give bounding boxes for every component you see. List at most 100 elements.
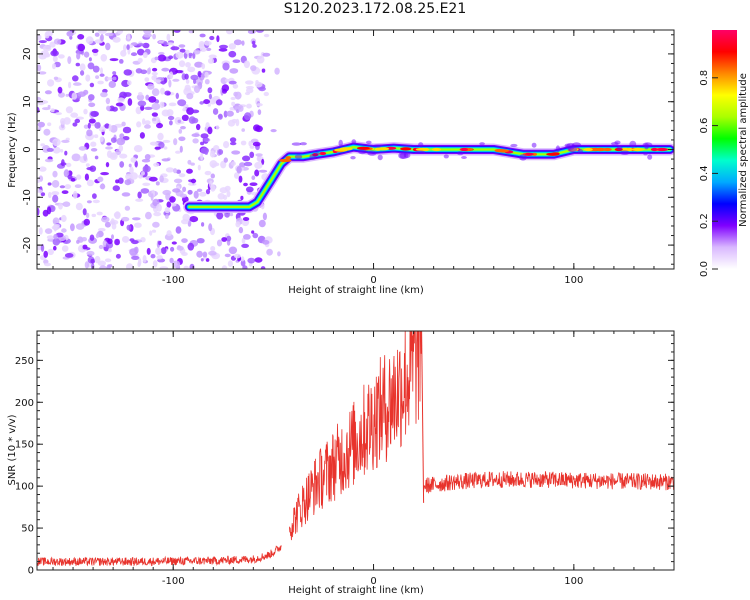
colorbar-tick-label: 0.6 bbox=[699, 118, 710, 134]
noise-blob bbox=[52, 138, 61, 147]
noise-blob bbox=[234, 172, 240, 179]
noise-blob bbox=[40, 243, 45, 252]
noise-blob bbox=[109, 219, 119, 225]
noise-blob bbox=[169, 71, 174, 80]
noise-blob bbox=[54, 224, 60, 228]
ridge-hotspot bbox=[626, 147, 633, 152]
colorbar-tick-label: 0.8 bbox=[699, 70, 710, 86]
noise-blob bbox=[40, 143, 45, 147]
noise-blob bbox=[168, 55, 174, 60]
ridge-halo bbox=[620, 150, 630, 155]
noise-blob bbox=[88, 94, 95, 101]
noise-blob bbox=[91, 48, 99, 54]
noise-blob bbox=[108, 248, 112, 253]
ridge-halo bbox=[644, 143, 649, 150]
noise-blob bbox=[100, 34, 104, 42]
noise-blob bbox=[236, 166, 242, 174]
noise-blob bbox=[224, 78, 230, 83]
noise-blob bbox=[221, 84, 230, 92]
noise-blob bbox=[53, 76, 59, 81]
noise-blob bbox=[169, 120, 173, 126]
noise-blob bbox=[106, 105, 111, 111]
noise-blob bbox=[95, 233, 100, 239]
noise-blob bbox=[226, 235, 232, 242]
noise-blob bbox=[111, 234, 114, 240]
y-tick-label: 250 bbox=[15, 356, 34, 367]
noise-blob bbox=[209, 150, 216, 158]
colorbar-gradient bbox=[712, 30, 737, 269]
noise-blob bbox=[203, 40, 212, 46]
noise-blob bbox=[173, 178, 183, 184]
noise-blob bbox=[181, 196, 189, 203]
x-tick-label: -100 bbox=[162, 275, 185, 286]
noise-blob bbox=[171, 241, 177, 245]
noise-blob bbox=[200, 147, 209, 155]
noise-blob bbox=[44, 158, 54, 163]
noise-blob bbox=[105, 162, 110, 168]
y-tick-label: 20 bbox=[22, 48, 33, 61]
noise-blob bbox=[205, 258, 210, 262]
noise-blob bbox=[93, 134, 99, 139]
noise-blob bbox=[145, 211, 152, 220]
noise-blob bbox=[152, 33, 157, 40]
noise-blob bbox=[82, 244, 88, 250]
noise-blob bbox=[72, 75, 79, 82]
noise-blob bbox=[228, 246, 238, 255]
noise-blob bbox=[62, 201, 71, 207]
noise-blob bbox=[263, 91, 269, 97]
x-tick-label: -100 bbox=[162, 576, 185, 587]
noise-blob bbox=[122, 126, 132, 134]
noise-blob bbox=[230, 96, 236, 101]
noise-blob bbox=[240, 256, 245, 262]
noise-blob bbox=[238, 175, 243, 183]
noise-blob bbox=[256, 55, 265, 64]
ridge-halo bbox=[350, 156, 356, 160]
noise-blob bbox=[153, 74, 157, 79]
noise-blob bbox=[208, 93, 212, 100]
ridge-halo bbox=[479, 142, 485, 146]
noise-blob bbox=[129, 166, 134, 175]
noise-blob bbox=[249, 182, 258, 186]
noise-blob bbox=[100, 54, 108, 62]
noise-blob bbox=[263, 33, 270, 38]
noise-blob bbox=[165, 214, 169, 219]
noise-blob bbox=[232, 59, 241, 63]
noise-blob bbox=[138, 92, 143, 96]
noise-blob bbox=[42, 107, 51, 111]
ridge-hotspot bbox=[655, 147, 669, 152]
noise-blob bbox=[97, 176, 104, 183]
ridge-hotspot bbox=[319, 151, 327, 156]
noise-blob bbox=[43, 128, 51, 136]
noise-blob bbox=[149, 141, 159, 146]
noise-blob bbox=[190, 74, 199, 81]
noise-blob bbox=[243, 182, 248, 187]
ridge-halo bbox=[443, 154, 449, 159]
noise-blob bbox=[150, 193, 154, 201]
noise-blob bbox=[188, 116, 196, 124]
noise-blob bbox=[245, 80, 254, 85]
noise-blob bbox=[196, 123, 201, 131]
noise-blob bbox=[83, 218, 91, 226]
noise-blob bbox=[239, 162, 246, 168]
ridge-halo bbox=[358, 149, 367, 155]
noise-blob bbox=[47, 182, 52, 186]
noise-blob bbox=[68, 81, 72, 89]
spectrogram-x-label: Height of straight line (km) bbox=[288, 285, 424, 296]
noise-blob bbox=[205, 189, 211, 195]
noise-blob bbox=[218, 48, 228, 52]
noise-blob bbox=[66, 30, 74, 37]
noise-blob bbox=[46, 235, 54, 240]
noise-blob bbox=[50, 50, 59, 57]
noise-blob bbox=[252, 141, 261, 147]
colorbar: 0.0 0.2 0.4 0.6 0.8 Normalized spectral ampl… bbox=[699, 30, 749, 277]
noise-blob bbox=[221, 237, 228, 242]
noise-blob bbox=[144, 77, 150, 82]
noise-blob bbox=[40, 192, 46, 197]
noise-blob bbox=[92, 199, 100, 204]
noise-blob bbox=[186, 107, 195, 115]
ridge-hotspot bbox=[603, 147, 612, 152]
noise-blob bbox=[46, 147, 54, 152]
noise-blob bbox=[251, 175, 256, 180]
noise-blob bbox=[176, 169, 181, 174]
ridge-halo bbox=[366, 140, 372, 144]
